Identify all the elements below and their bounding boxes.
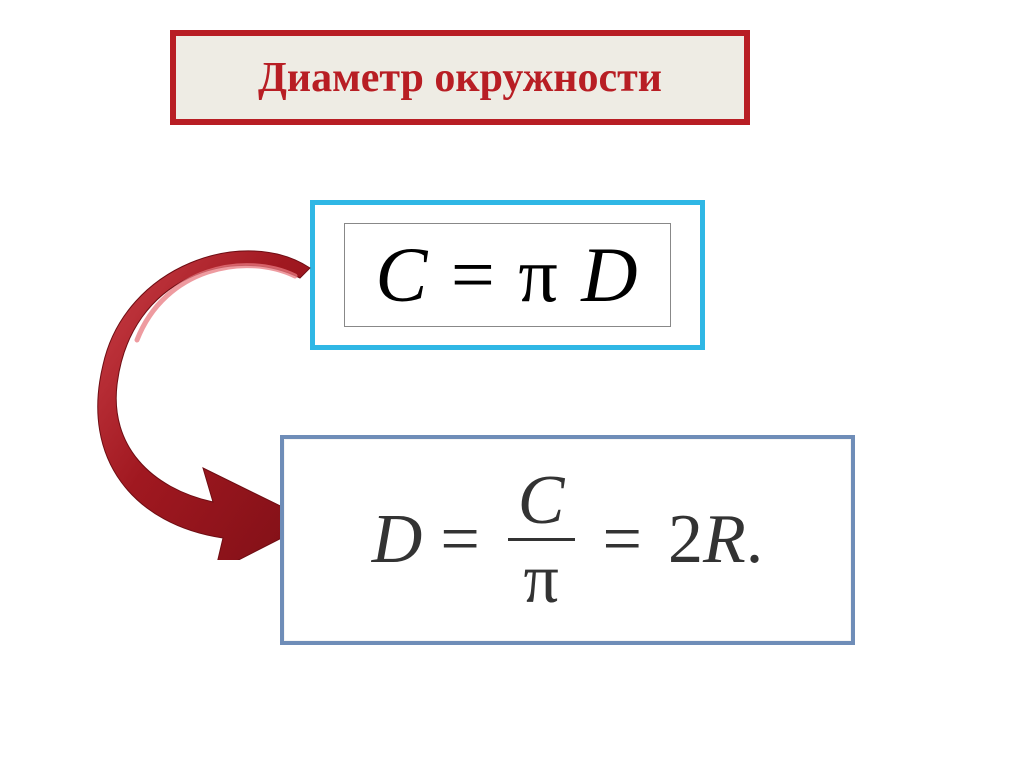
symbol-C: C (375, 231, 429, 318)
title-text: Диаметр окружности (258, 54, 662, 102)
fraction-C-over-pi: C π (508, 466, 575, 615)
symbol-D2: D (372, 500, 423, 580)
symbol-equals-2: = (603, 500, 642, 580)
symbol-R: R (703, 501, 746, 578)
symbol-D: D (581, 231, 639, 318)
symbol-2: 2 (668, 501, 703, 578)
formula-diameter: D = C π = 2R. (372, 466, 764, 615)
symbol-period: . (746, 501, 764, 578)
formula-circumference-inner: C = π D (344, 223, 670, 327)
symbol-equals-1: = (440, 500, 479, 580)
symbol-equals: = (451, 231, 497, 318)
fraction-denominator: π (513, 541, 568, 615)
formula-diameter-box: D = C π = 2R. (280, 435, 855, 645)
title-box: Диаметр окружности (170, 30, 750, 125)
formula-circumference: C = π D (375, 230, 639, 320)
formula-circumference-box: C = π D (310, 200, 705, 350)
fraction-numerator: C (508, 466, 575, 538)
term-2R: 2R. (668, 500, 763, 580)
symbol-pi: π (518, 231, 559, 318)
